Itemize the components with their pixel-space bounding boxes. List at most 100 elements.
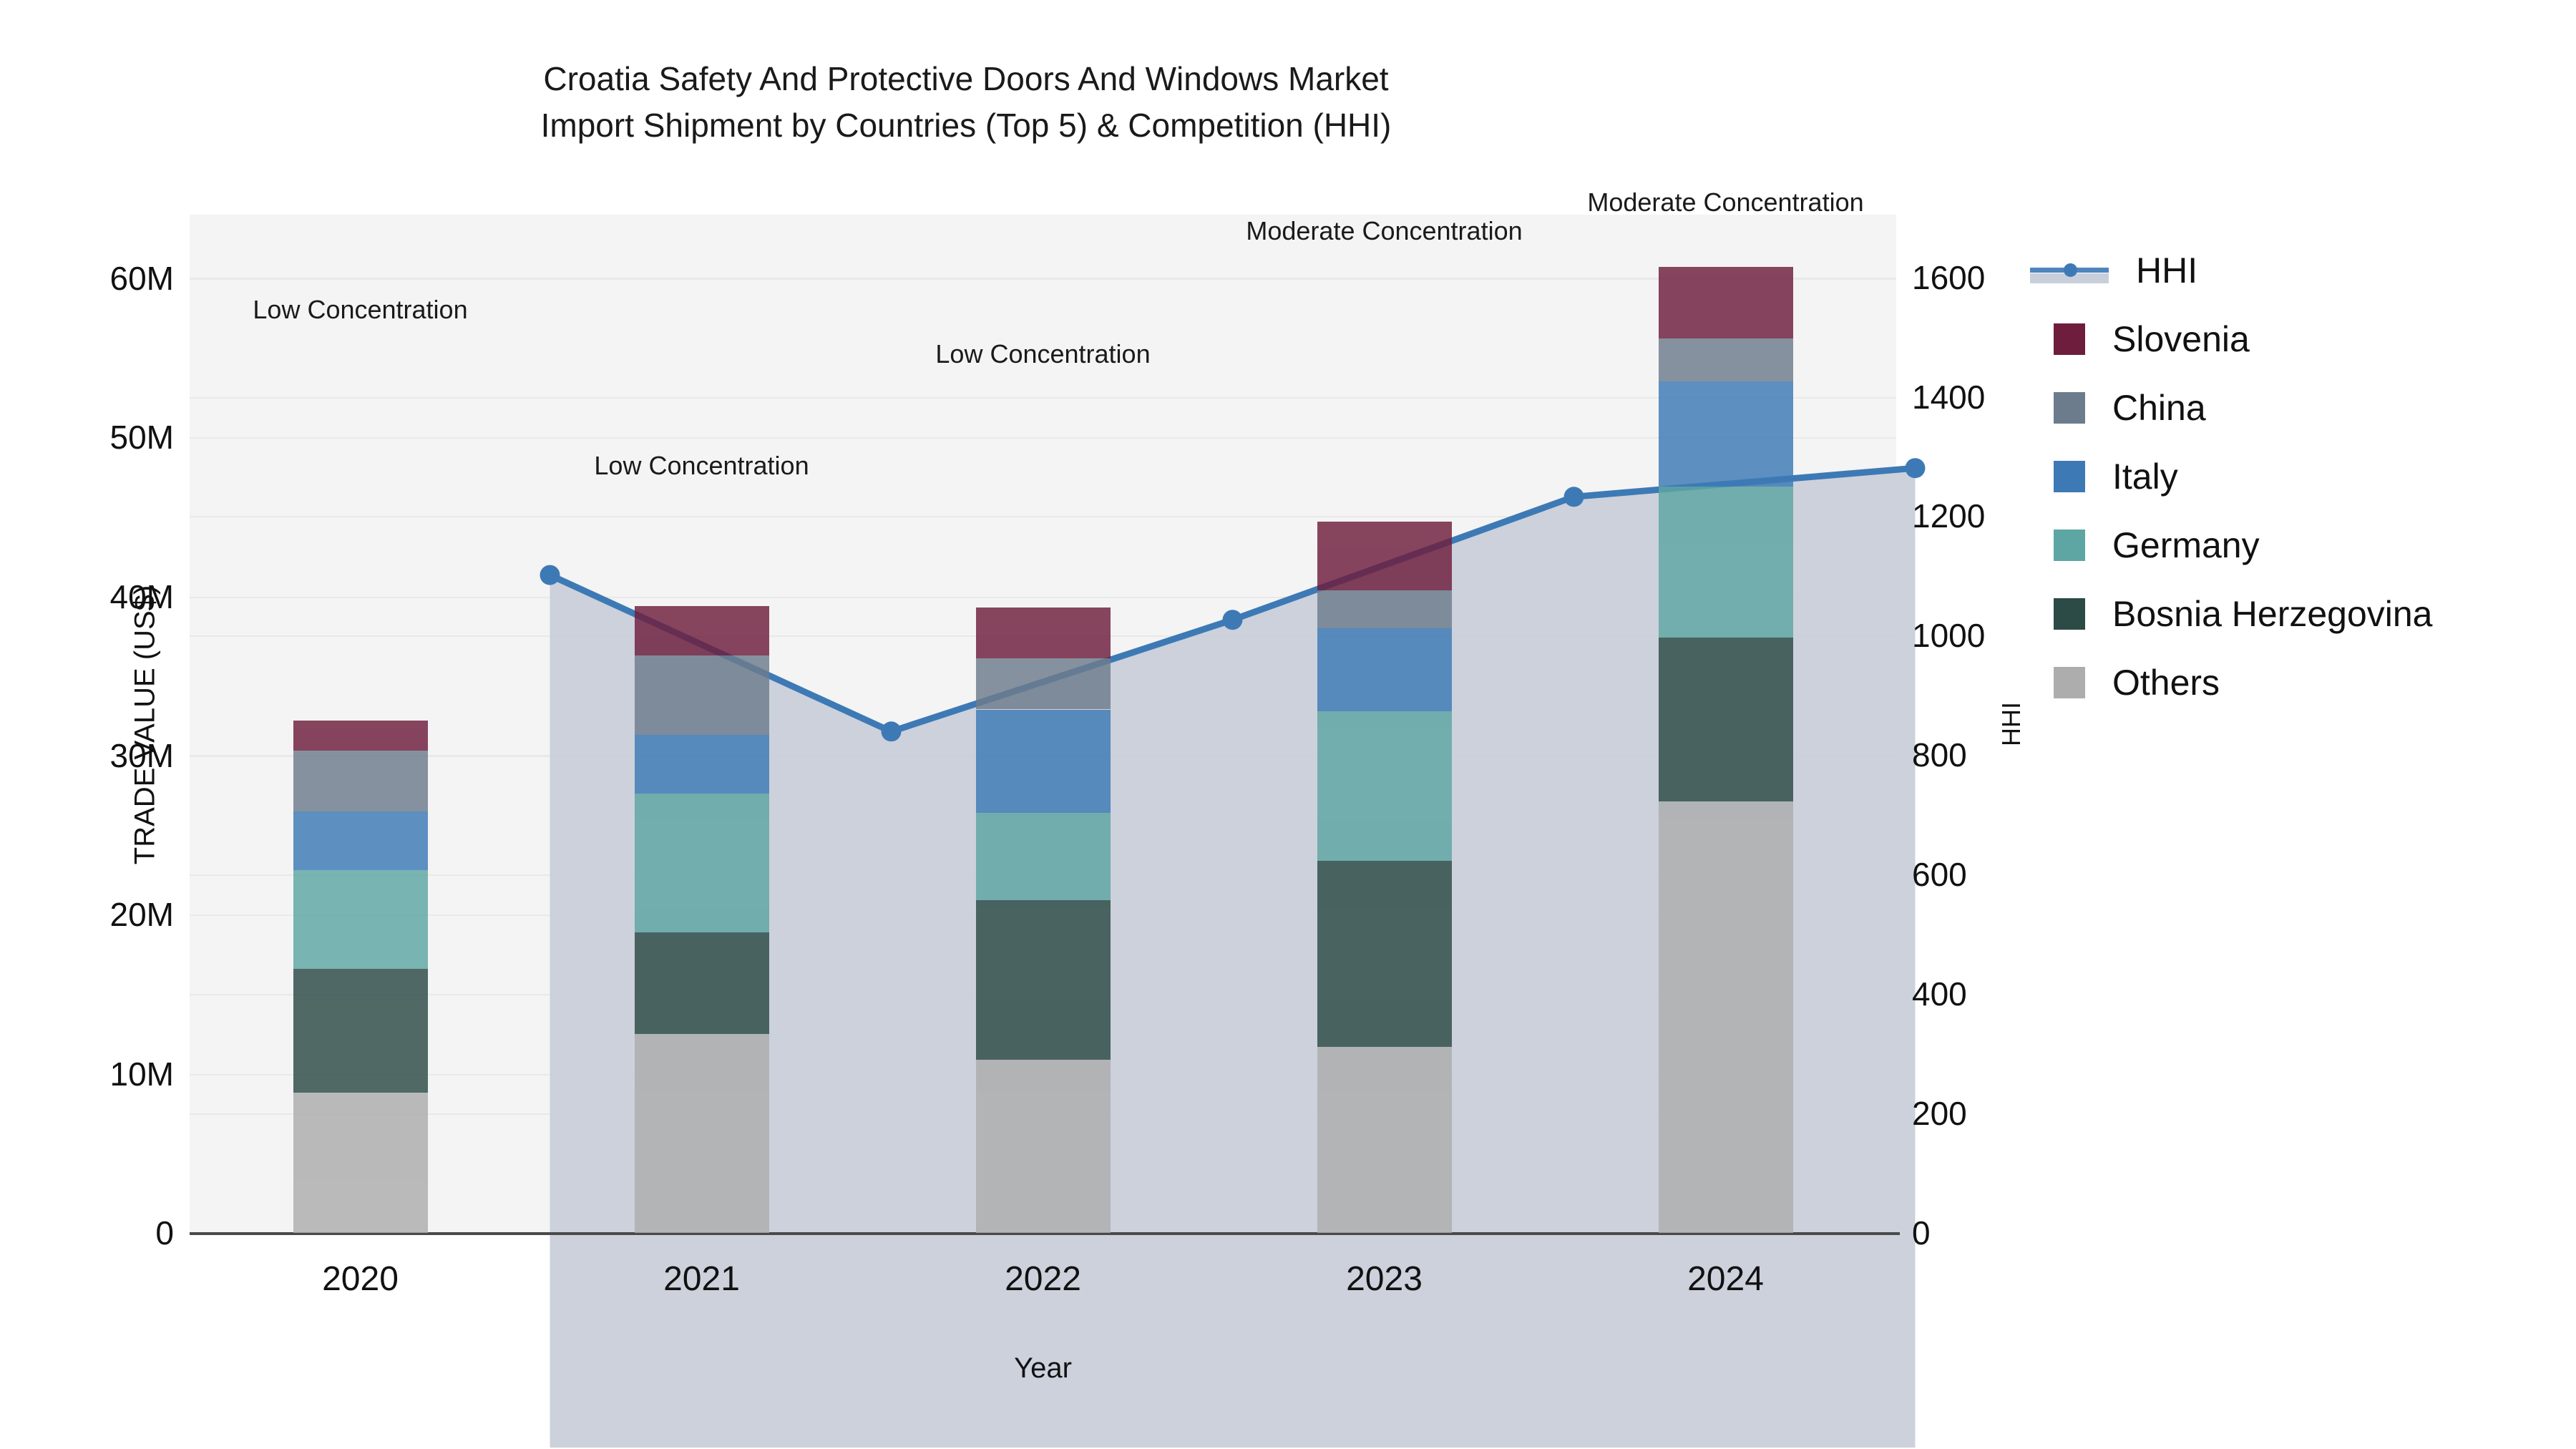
y-tick-right-1600: 1600 [1912, 258, 1986, 296]
legend-swatch-icon [2054, 461, 2085, 492]
legend-line-icon [2030, 255, 2109, 286]
bar-segment-others-2021[interactable] [634, 1034, 769, 1233]
x-tick-2024: 2024 [1687, 1260, 1764, 1298]
chart-title-line-1: Croatia Safety And Protective Doors And … [543, 60, 1389, 97]
bar-segment-italy-2024[interactable] [1658, 381, 1793, 487]
bar-segment-italy-2020[interactable] [293, 811, 428, 871]
bar-segment-bosnia-herzegovina-2023[interactable] [1317, 860, 1452, 1047]
bar-segment-china-2024[interactable] [1658, 338, 1793, 382]
legend-item-hhi[interactable]: HHI [2030, 236, 2433, 305]
legend-item-germany[interactable]: Germany [2054, 511, 2433, 580]
y-tick-right-1000: 1000 [1912, 617, 1986, 655]
legend-marker-icon [2064, 263, 2077, 277]
plot-area [190, 215, 1926, 1448]
bar-segment-bosnia-herzegovina-2021[interactable] [634, 932, 769, 1035]
y-axis-right-title: HHI [1996, 702, 2026, 746]
bar-segment-slovenia-2021[interactable] [634, 605, 769, 655]
bar-segment-china-2021[interactable] [634, 655, 769, 736]
legend-swatch-icon [2054, 530, 2085, 561]
bar-segment-others-2023[interactable] [1317, 1046, 1452, 1233]
bar-segment-others-2020[interactable] [293, 1093, 428, 1233]
y-tick-right-400: 400 [1912, 975, 1967, 1013]
gridline-right-7 [190, 396, 1896, 399]
y-tick-right-600: 600 [1912, 856, 1967, 894]
y-tick-left-60M: 60M [109, 259, 174, 297]
bar-segment-slovenia-2024[interactable] [1658, 267, 1793, 339]
gridline-left-6 [190, 278, 1896, 280]
bar-segment-germany-2022[interactable] [975, 813, 1111, 901]
legend-item-others[interactable]: Others [2054, 648, 2433, 717]
legend-swatch-icon [2054, 667, 2085, 698]
bar-segment-germany-2021[interactable] [634, 794, 769, 932]
bar-segment-bosnia-herzegovina-2022[interactable] [975, 900, 1111, 1060]
y-tick-right-200: 200 [1912, 1095, 1967, 1133]
legend-swatch-icon [2054, 392, 2085, 424]
legend-swatch-icon [2054, 323, 2085, 355]
chart-title: Croatia Safety And Protective Doors And … [0, 56, 1932, 150]
bar-segment-bosnia-herzegovina-2020[interactable] [293, 968, 428, 1093]
legend-label: HHI [2136, 250, 2198, 291]
y-tick-left-50M: 50M [109, 419, 174, 457]
x-tick-2022: 2022 [1005, 1260, 1081, 1298]
bar-segment-china-2022[interactable] [975, 658, 1111, 710]
legend: HHI Slovenia China Italy Germany Bosnia Herze… [2030, 236, 2433, 717]
hhi-point-2024[interactable] [1905, 458, 1926, 479]
bar-group-2020[interactable] [293, 721, 428, 1233]
bar-group-2024[interactable] [1658, 267, 1793, 1233]
bars-layer [190, 215, 1896, 1233]
bar-segment-slovenia-2023[interactable] [1317, 522, 1452, 590]
bar-segment-italy-2021[interactable] [634, 735, 769, 794]
legend-label: Others [2112, 663, 2220, 703]
y-tick-right-1400: 1400 [1912, 378, 1986, 416]
legend-item-italy[interactable]: Italy [2054, 442, 2433, 511]
x-tick-2021: 2021 [663, 1260, 740, 1298]
y-tick-left-40M: 40M [109, 577, 174, 615]
x-tick-2020: 2020 [322, 1260, 399, 1298]
gridline-right-8 [190, 277, 1896, 279]
y-tick-left-20M: 20M [109, 896, 174, 934]
y-tick-left-30M: 30M [109, 736, 174, 774]
annotation-2022: Low Concentration [935, 339, 1151, 369]
bar-segment-china-2023[interactable] [1317, 590, 1452, 629]
bar-segment-italy-2023[interactable] [1317, 628, 1452, 711]
legend-label: Bosnia Herzegovina [2112, 594, 2433, 634]
annotation-2023: Moderate Concentration [1246, 216, 1523, 246]
bar-segment-germany-2024[interactable] [1658, 487, 1793, 638]
annotation-2020: Low Concentration [253, 294, 468, 324]
chart-title-line-2: Import Shipment by Countries (Top 5) & C… [540, 107, 1392, 145]
x-axis-line [190, 1232, 1900, 1235]
gridline-left-5 [190, 437, 1896, 439]
bar-group-2023[interactable] [1317, 522, 1452, 1233]
y-tick-right-800: 800 [1912, 736, 1967, 774]
legend-label: Slovenia [2112, 319, 2250, 359]
y-axis-left-title: TRADE VALUE (US$) [129, 585, 161, 864]
bar-group-2022[interactable] [975, 608, 1111, 1233]
bar-segment-slovenia-2022[interactable] [975, 608, 1111, 659]
y-tick-right-0: 0 [1912, 1214, 1931, 1252]
legend-label: Germany [2112, 525, 2260, 565]
bar-segment-others-2022[interactable] [975, 1059, 1111, 1233]
bar-segment-italy-2022[interactable] [975, 709, 1111, 814]
y-tick-left-0: 0 [155, 1214, 174, 1252]
bar-group-2021[interactable] [634, 605, 769, 1233]
bar-segment-slovenia-2020[interactable] [293, 721, 428, 751]
bar-segment-others-2024[interactable] [1658, 801, 1793, 1233]
legend-area-icon [2030, 273, 2109, 283]
legend-item-bosnia-herzegovina[interactable]: Bosnia Herzegovina [2054, 580, 2433, 648]
annotation-2021: Low Concentration [594, 451, 809, 481]
x-tick-2023: 2023 [1346, 1260, 1423, 1298]
bar-segment-bosnia-herzegovina-2024[interactable] [1658, 638, 1793, 802]
annotation-2024: Moderate Concentration [1587, 187, 1864, 218]
legend-label: China [2112, 388, 2206, 428]
y-tick-right-1200: 1200 [1912, 497, 1986, 535]
legend-swatch-icon [2054, 598, 2085, 630]
legend-label: Italy [2112, 457, 2178, 497]
bar-segment-germany-2023[interactable] [1317, 711, 1452, 861]
legend-item-china[interactable]: China [2054, 374, 2433, 442]
bar-segment-china-2020[interactable] [293, 751, 428, 811]
legend-item-slovenia[interactable]: Slovenia [2054, 305, 2433, 374]
y-tick-left-10M: 10M [109, 1055, 174, 1093]
x-axis-title: Year [1014, 1352, 1072, 1384]
bar-segment-germany-2020[interactable] [293, 870, 428, 969]
